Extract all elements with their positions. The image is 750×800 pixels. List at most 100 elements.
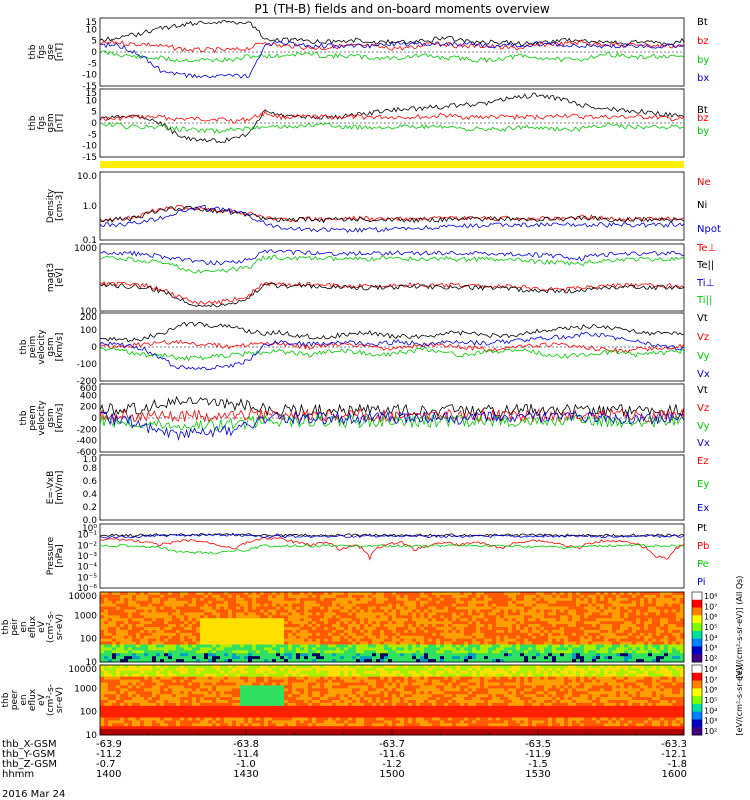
spectrogram-cell bbox=[584, 612, 589, 616]
spectrogram-cell bbox=[620, 656, 625, 660]
spectrogram-cell bbox=[120, 667, 125, 672]
spectrogram-cell bbox=[220, 656, 225, 660]
spectrogram-cell bbox=[556, 603, 561, 607]
spectrogram-cell bbox=[228, 644, 233, 648]
spectrogram-cell bbox=[408, 603, 413, 607]
spectrogram-cell bbox=[140, 691, 145, 695]
spectrogram-cell bbox=[136, 673, 141, 678]
colorbar-band bbox=[692, 638, 702, 647]
spectrogram-cell bbox=[264, 717, 269, 721]
spectrogram-cell bbox=[464, 627, 469, 631]
spectrogram-cell bbox=[588, 653, 593, 657]
spectrogram-cell bbox=[276, 603, 281, 607]
spectrogram-cell bbox=[628, 606, 633, 610]
spectrogram-cell bbox=[280, 711, 285, 715]
spectrogram-cell bbox=[144, 679, 149, 683]
spectrogram-cell bbox=[120, 644, 125, 648]
spectrogram-cell bbox=[248, 603, 253, 607]
spectrogram-cell bbox=[200, 641, 205, 645]
spectrogram-cell bbox=[164, 723, 169, 727]
spectrogram-cell bbox=[376, 644, 381, 648]
spectrogram-cell bbox=[344, 624, 349, 628]
spectrogram-cell bbox=[104, 618, 109, 622]
spectrogram-cell bbox=[384, 659, 389, 663]
spectrogram-cell bbox=[236, 641, 241, 645]
spectrogram-cell bbox=[308, 647, 313, 651]
spectrogram-cell bbox=[440, 650, 445, 654]
spectrogram-cell bbox=[336, 609, 341, 613]
spectrogram-cell bbox=[648, 627, 653, 631]
spectrogram-cell bbox=[596, 609, 601, 613]
spectrogram-cell bbox=[432, 659, 437, 663]
spectrogram-cell bbox=[180, 592, 185, 596]
spectrogram-cell bbox=[212, 723, 217, 727]
spectrogram-cell bbox=[156, 717, 161, 721]
spectrogram-cell bbox=[140, 659, 145, 663]
spectrogram-cell bbox=[520, 635, 525, 640]
spectrogram-cell bbox=[144, 656, 149, 660]
spectrogram-cell bbox=[392, 638, 397, 642]
spectrogram-cell bbox=[140, 717, 145, 721]
spectrogram-cell bbox=[632, 627, 637, 631]
spectrogram-cell bbox=[196, 653, 201, 657]
spectrogram-cell bbox=[608, 597, 613, 602]
spectrogram-cell bbox=[144, 624, 149, 628]
spectrogram-cell bbox=[540, 632, 545, 637]
spectrogram-cell bbox=[420, 659, 425, 663]
legend-label-bz: bz bbox=[697, 113, 709, 124]
spectrogram-cell bbox=[192, 603, 197, 607]
spectrogram-cell bbox=[108, 665, 113, 669]
spectrogram-cell bbox=[580, 612, 585, 616]
spectrogram-cell bbox=[312, 632, 317, 637]
spectrogram-cell bbox=[152, 644, 157, 648]
spectrogram-cell bbox=[496, 647, 501, 651]
spectrogram-cell bbox=[244, 708, 249, 713]
spectrogram-cell bbox=[292, 609, 297, 613]
spectrogram-cell bbox=[244, 670, 249, 675]
spectrogram-cell bbox=[232, 638, 237, 642]
spectrogram-cell bbox=[452, 592, 457, 596]
spectrogram-cell bbox=[244, 609, 249, 613]
spectrogram-cell bbox=[244, 597, 249, 602]
y-tick-label: -200 bbox=[77, 425, 98, 435]
spectrogram-cell bbox=[200, 650, 205, 654]
spectrogram-cell bbox=[204, 606, 209, 610]
spectrogram-cell bbox=[152, 647, 157, 651]
spectrogram-cell bbox=[312, 641, 317, 645]
spectrogram-cell bbox=[128, 667, 133, 672]
spectrogram-cell bbox=[328, 612, 333, 616]
spectrogram-cell bbox=[544, 653, 549, 657]
spectrogram-cell bbox=[232, 673, 237, 678]
spectrogram-cell bbox=[256, 627, 261, 631]
spectrogram-cell bbox=[184, 615, 189, 619]
spectrogram-cell bbox=[496, 612, 501, 616]
spectrogram-cell bbox=[512, 653, 517, 657]
spectrogram-cell bbox=[144, 708, 149, 713]
spectrogram-cell bbox=[668, 609, 673, 613]
spectrogram-cell bbox=[632, 638, 637, 642]
spectrogram-cell bbox=[180, 700, 185, 704]
spectrogram-cell bbox=[108, 667, 113, 672]
spectrogram-cell bbox=[620, 638, 625, 642]
spectrogram-cell bbox=[364, 632, 369, 637]
spectrogram-cell bbox=[308, 650, 313, 654]
spectrogram-cell bbox=[192, 679, 197, 683]
spectrogram-cell bbox=[104, 702, 109, 707]
spectrogram-cell bbox=[356, 627, 361, 631]
spectrogram-cell bbox=[352, 621, 357, 625]
spectrogram-cell bbox=[164, 732, 169, 736]
spectrogram-cell bbox=[676, 641, 681, 645]
spectrogram-cell bbox=[196, 682, 201, 686]
spectrogram-cell bbox=[288, 656, 293, 660]
spectrogram-cell bbox=[460, 618, 465, 622]
spectrogram-cell bbox=[400, 612, 405, 616]
spectrogram-cell bbox=[524, 609, 529, 613]
spectrogram-cell bbox=[408, 600, 413, 605]
spectrogram-cell bbox=[512, 597, 517, 602]
spectrogram-cell bbox=[128, 638, 133, 642]
spectrogram-cell bbox=[204, 673, 209, 678]
spectrogram-cell bbox=[504, 653, 509, 657]
spectrogram-cell bbox=[548, 644, 553, 648]
spectrogram-cell bbox=[272, 609, 277, 613]
spectrogram-cell bbox=[132, 606, 137, 610]
